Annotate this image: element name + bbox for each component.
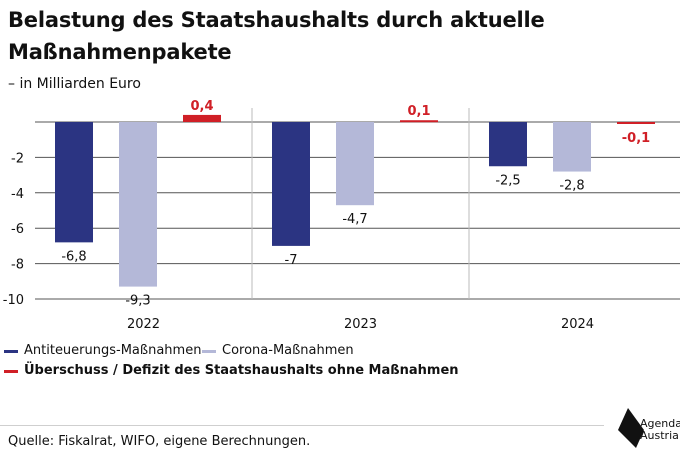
- y-tick-label: -6: [11, 222, 24, 237]
- data-label: -2,8: [559, 179, 584, 194]
- legend-label-antiteuerung: Antiteuerungs-Maßnahmen: [24, 343, 202, 358]
- legend-label-ueberschuss: Überschuss / Defizit des Staatshaushalts…: [24, 363, 459, 378]
- legend-item-corona: Corona-Maßnahmen: [202, 343, 354, 359]
- bar: [489, 122, 527, 167]
- data-label: -9,3: [125, 294, 150, 309]
- chart-title: Belastung des Staatshaushalts durch aktu…: [8, 8, 545, 64]
- logo-text: Agenda Austria: [640, 418, 680, 442]
- footer-divider: [0, 425, 604, 426]
- logo-line-2: Austria: [640, 429, 679, 442]
- legend-swatch-ueberschuss: [4, 369, 18, 373]
- legend-swatch-corona: [202, 349, 216, 353]
- data-label: 0,1: [407, 104, 430, 119]
- y-tick-label: -2: [11, 151, 24, 166]
- y-tick-label: -10: [3, 293, 24, 308]
- x-category-label: 2022: [127, 317, 160, 332]
- data-label: -6,8: [61, 249, 86, 264]
- data-label: -2,5: [495, 173, 520, 188]
- bar: [617, 122, 655, 124]
- legend-label-corona: Corona-Maßnahmen: [222, 343, 354, 358]
- bar: [272, 122, 310, 246]
- data-label: -7: [285, 253, 298, 268]
- bar: [183, 114, 221, 122]
- data-label: 0,4: [190, 99, 213, 114]
- x-category-label: 2024: [561, 317, 594, 332]
- chart-subtitle: – in Milliarden Euro: [8, 76, 141, 92]
- legend-item-antiteuerung: Antiteuerungs-Maßnahmen: [4, 343, 201, 359]
- bar: [400, 120, 438, 123]
- logo-mark-icon: [618, 408, 644, 448]
- agenda-austria-logo: Agenda Austria: [616, 406, 680, 453]
- legend-item-ueberschuss: Überschuss / Defizit des Staatshaushalts…: [4, 363, 459, 379]
- data-label: -4,7: [342, 212, 367, 227]
- bar: [553, 122, 591, 172]
- bar: [119, 122, 157, 287]
- data-label: -0,1: [622, 131, 650, 146]
- source-note: Quelle: Fiskalrat, WIFO, eigene Berechnu…: [8, 434, 311, 449]
- legend-swatch-antiteuerung: [4, 349, 18, 353]
- bar: [336, 122, 374, 206]
- bar: [55, 122, 93, 243]
- y-tick-label: -4: [11, 187, 24, 202]
- y-tick-label: -8: [11, 258, 24, 273]
- x-category-label: 2023: [344, 317, 377, 332]
- bar-chart: -10 -8 -6 -4 -2 -6,8 -9,3 0,4 2022 -7 -4,7 0,1 2023 -…: [3, 99, 680, 332]
- logo-line-1: Agenda: [640, 417, 680, 430]
